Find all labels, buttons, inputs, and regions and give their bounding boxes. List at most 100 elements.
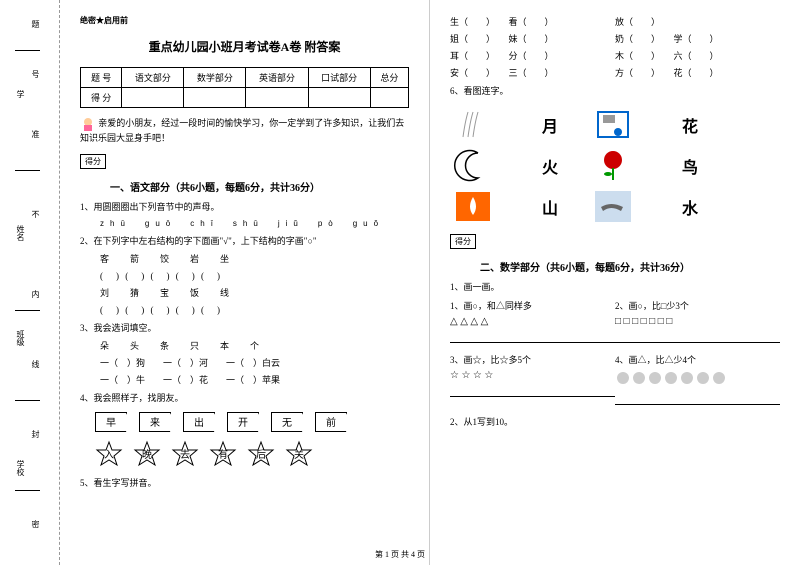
match-char: 火 <box>530 154 570 178</box>
char-item: 方（ ） 花（ ） <box>615 66 780 79</box>
content-area: 绝密★启用前 重点幼儿园小班月考试卷A卷 附答案 题 号 语文部分 数学部分 英… <box>60 0 800 565</box>
margin-label: 线 <box>30 360 41 368</box>
q5: 5、看生字写拼音。 <box>80 476 409 489</box>
match-char: 鸟 <box>670 154 710 178</box>
flag: 前 <box>315 412 347 432</box>
q3: 3、我会选词填空。 <box>80 321 409 334</box>
margin-label: 班级 <box>15 330 26 346</box>
answer-line <box>450 385 615 397</box>
faucet-icon <box>590 107 635 142</box>
star-shape: 关 <box>285 440 313 468</box>
star-shape: 后 <box>247 440 275 468</box>
page-footer: 第 1 页 共 4 页 <box>375 549 425 560</box>
char-row: 刘 猜 宝 饭 线 <box>100 286 409 299</box>
td <box>122 88 184 108</box>
margin-label: 内 <box>30 290 41 298</box>
td <box>184 88 246 108</box>
exam-page: 题 号 学 准 不 姓名 内 班级 线 封 学校 密 绝密★启用前 重点幼儿园小… <box>0 0 800 565</box>
binding-margin: 题 号 学 准 不 姓名 内 班级 线 封 学校 密 <box>0 0 60 565</box>
math-sub: 4、画△，比△少4个 <box>615 353 780 409</box>
margin-label: 不 <box>30 210 41 218</box>
margin-line <box>15 50 40 51</box>
margin-line <box>15 400 40 401</box>
td <box>308 88 370 108</box>
margin-label: 学 <box>15 90 26 98</box>
q6: 6、看图连字。 <box>450 84 780 97</box>
flag: 早 <box>95 412 127 432</box>
char-item: 木（ ） 六（ ） <box>615 49 780 62</box>
math-sub: 1、画○，和△同样多 △ △ △ △ <box>450 299 615 347</box>
secret-label: 绝密★启用前 <box>80 15 409 26</box>
match-char: 花 <box>670 113 710 137</box>
char-item: 生（ ） 看（ ） <box>450 15 615 28</box>
flag-row: 早 来 出 开 无 前 <box>95 412 409 432</box>
right-column: 生（ ） 看（ ） 放（ ） 姐（ ） 妹（ ） 奶（ ） 学（ ） 耳（ ） … <box>430 0 800 565</box>
pinyin-row: zhū guō chī shū jiǔ pò guǒ <box>100 218 409 229</box>
char-pair-list: 生（ ） 看（ ） 放（ ） 姐（ ） 妹（ ） 奶（ ） 学（ ） 耳（ ） … <box>450 15 780 79</box>
answer-line <box>450 331 615 343</box>
shapes: ☆ ☆ ☆ ☆ <box>450 370 615 381</box>
star-shape: 晚 <box>133 440 161 468</box>
margin-label: 准 <box>30 130 41 138</box>
td <box>370 88 408 108</box>
fire-icon <box>450 189 495 224</box>
char-item: 姐（ ） 妹（ ） <box>450 32 615 45</box>
char-item: 耳（ ） 分（ ） <box>450 49 615 62</box>
answer-line <box>615 393 780 405</box>
word-bank: 朵 头 条 只 本 个 <box>100 339 409 352</box>
char-row: 客 箭 饺 岩 坐 <box>100 252 409 265</box>
star-shape: 入 <box>95 440 123 468</box>
margin-line <box>15 310 40 311</box>
section1-title: 一、语文部分（共6小题，每题6分，共计36分） <box>110 179 409 194</box>
th: 口试部分 <box>308 68 370 88</box>
th: 总分 <box>370 68 408 88</box>
q1: 1、用圆圈圈出下列音节中的声母。 <box>80 200 409 213</box>
section2-title: 二、数学部分（共6小题，每题6分，共计36分） <box>480 259 780 274</box>
fill-row: 一（ ）牛 一（ ）花 一（ ）苹果 <box>100 373 409 386</box>
margin-line <box>15 170 40 171</box>
paren-row: ( ) ( ) ( ) ( ) ( ) <box>100 303 409 316</box>
th: 英语部分 <box>246 68 308 88</box>
score-box: 得分 <box>80 154 106 169</box>
margin-line <box>15 490 40 491</box>
math-q1: 1、画一画。 <box>450 280 780 293</box>
left-column: 绝密★启用前 重点幼儿园小班月考试卷A卷 附答案 题 号 语文部分 数学部分 英… <box>60 0 430 565</box>
shapes: △ △ △ △ <box>450 316 615 327</box>
math-row: 3、画☆，比☆多5个 ☆ ☆ ☆ ☆ 4、画△，比△少4个 <box>450 353 780 409</box>
intro-text: 亲爱的小朋友，经过一段时间的愉快学习，你一定学到了许多知识，让我们去知识乐园大显… <box>80 116 409 146</box>
match-char: 月 <box>530 113 570 137</box>
star-shape: 有 <box>209 440 237 468</box>
margin-label: 姓名 <box>15 225 26 241</box>
mascot-icon <box>80 116 96 132</box>
margin-label: 学校 <box>15 460 26 476</box>
face-icons <box>615 370 725 386</box>
q2: 2、在下列字中左右结构的字下面画"√"，上下结构的字画"○" <box>80 234 409 247</box>
match-char: 山 <box>530 195 570 219</box>
exam-title: 重点幼儿园小班月考试卷A卷 附答案 <box>80 38 409 55</box>
td: 得 分 <box>81 88 122 108</box>
margin-label: 题 <box>30 20 41 28</box>
fill-row: 一（ ）狗 一（ ）河 一（ ）白云 <box>100 356 409 369</box>
answer-line <box>615 331 780 343</box>
th: 题 号 <box>81 68 122 88</box>
score-table: 题 号 语文部分 数学部分 英语部分 口试部分 总分 得 分 <box>80 67 409 108</box>
char-item: 放（ ） <box>615 15 780 28</box>
intro-content: 亲爱的小朋友，经过一段时间的愉快学习，你一定学到了许多知识，让我们去知识乐园大显… <box>80 118 404 143</box>
shapes: □ □ □ □ □ □ □ <box>615 316 780 327</box>
math-row: 1、画○，和△同样多 △ △ △ △ 2、画○，比□少3个 □ □ □ □ □ … <box>450 299 780 347</box>
flag: 出 <box>183 412 215 432</box>
th: 数学部分 <box>184 68 246 88</box>
flag: 来 <box>139 412 171 432</box>
shapes <box>615 370 780 389</box>
math-sub: 2、画○，比□少3个 □ □ □ □ □ □ □ <box>615 299 780 347</box>
star-shape: 去 <box>171 440 199 468</box>
math-q2: 2、从1写到10。 <box>450 415 780 428</box>
td <box>246 88 308 108</box>
margin-label: 密 <box>30 520 41 528</box>
match-grid: 月 花 火 鸟 山 水 <box>450 107 780 224</box>
q4: 4、我会照样子，找朋友。 <box>80 391 409 404</box>
margin-label: 号 <box>30 70 41 78</box>
moon-icon <box>450 148 495 183</box>
flag: 无 <box>271 412 303 432</box>
char-item: 奶（ ） 学（ ） <box>615 32 780 45</box>
